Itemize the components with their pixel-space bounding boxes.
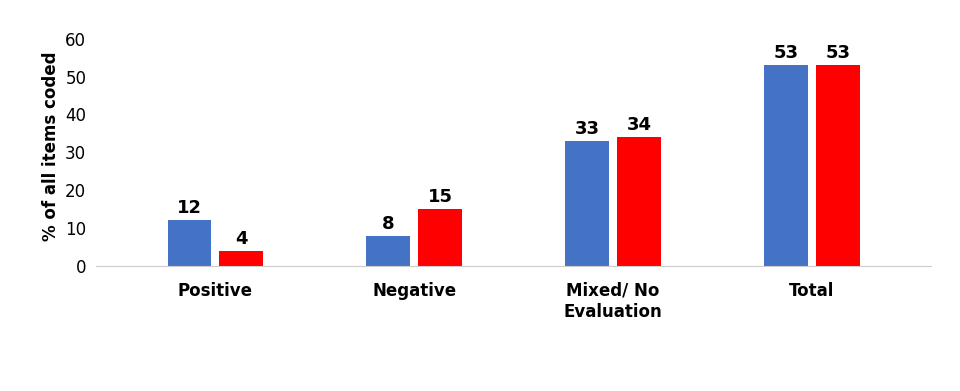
Bar: [617, 137, 660, 266]
Bar: [219, 251, 263, 266]
Bar: [168, 221, 211, 266]
Text: 8: 8: [382, 215, 395, 233]
Text: 53: 53: [826, 44, 851, 62]
Bar: [367, 236, 410, 266]
Text: 33: 33: [575, 120, 600, 138]
Bar: [764, 65, 808, 266]
Bar: [565, 141, 609, 266]
Y-axis label: % of all items coded: % of all items coded: [41, 52, 60, 241]
Bar: [419, 209, 462, 266]
Text: 53: 53: [774, 44, 799, 62]
Text: 34: 34: [626, 116, 652, 134]
Text: 15: 15: [427, 188, 452, 206]
Text: 4: 4: [235, 230, 248, 248]
Bar: [816, 65, 859, 266]
Text: 12: 12: [177, 199, 202, 217]
